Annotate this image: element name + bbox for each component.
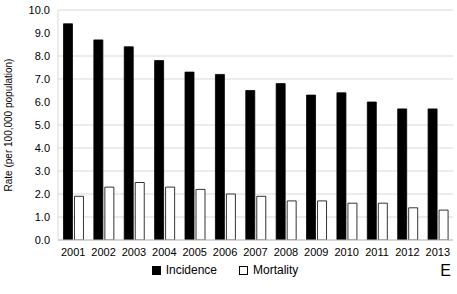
- svg-text:7.0: 7.0: [35, 73, 50, 85]
- svg-text:2012: 2012: [395, 246, 419, 258]
- svg-text:8.0: 8.0: [35, 50, 50, 62]
- svg-text:2003: 2003: [122, 246, 146, 258]
- svg-text:2007: 2007: [243, 246, 267, 258]
- svg-text:2013: 2013: [426, 246, 449, 258]
- svg-text:5.0: 5.0: [35, 119, 50, 131]
- svg-text:2004: 2004: [152, 246, 176, 258]
- svg-text:1.0: 1.0: [35, 211, 50, 223]
- svg-text:3.0: 3.0: [35, 165, 50, 177]
- svg-text:2006: 2006: [213, 246, 237, 258]
- svg-text:10.0: 10.0: [29, 4, 50, 16]
- svg-text:2011: 2011: [365, 246, 389, 258]
- svg-text:2009: 2009: [304, 246, 328, 258]
- svg-text:2010: 2010: [334, 246, 358, 258]
- svg-text:2008: 2008: [274, 246, 298, 258]
- svg-text:6.0: 6.0: [35, 96, 50, 108]
- svg-text:9.0: 9.0: [35, 27, 50, 39]
- svg-text:2001: 2001: [61, 246, 85, 258]
- svg-text:Rate (per 100,000 population): Rate (per 100,000 population): [8, 59, 14, 192]
- svg-text:2005: 2005: [182, 246, 206, 258]
- html-text:Incidence: Incidence: [165, 263, 217, 277]
- svg-text:0.0: 0.0: [35, 234, 50, 246]
- html-text:Mortality: Mortality: [253, 263, 299, 277]
- svg-text:2.0: 2.0: [35, 188, 50, 200]
- svg-text:2002: 2002: [91, 246, 115, 258]
- svg-text:4.0: 4.0: [35, 142, 50, 154]
- html-text:E: E: [440, 262, 451, 279]
